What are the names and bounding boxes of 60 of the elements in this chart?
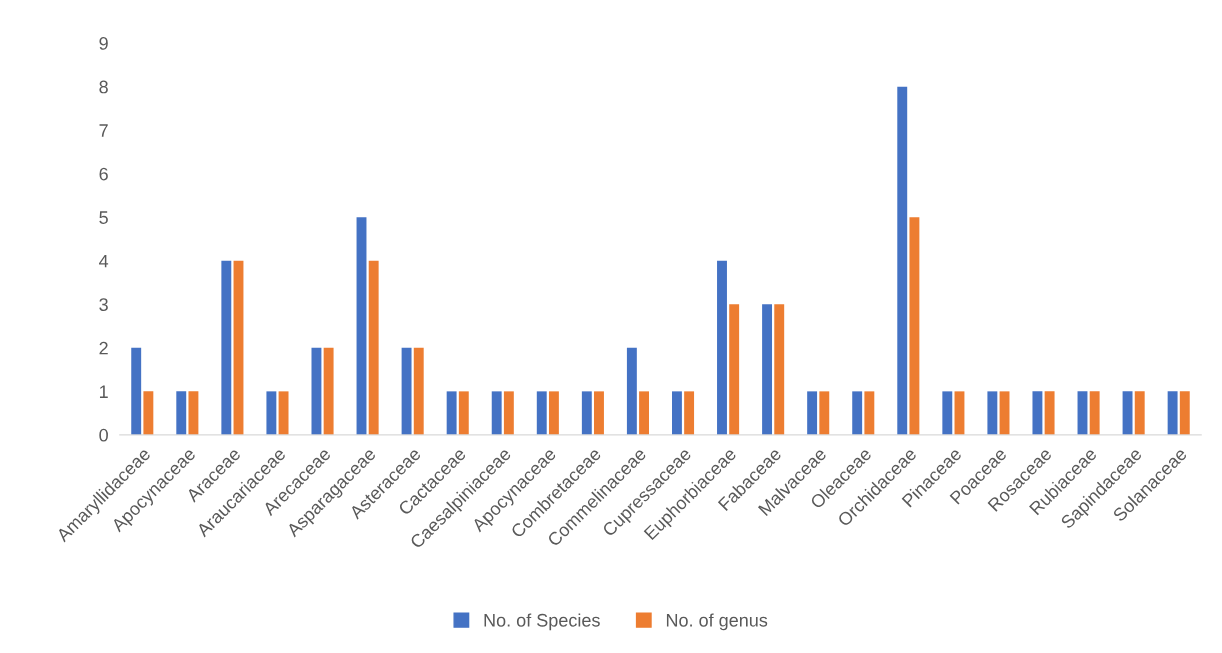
bar	[323, 347, 334, 435]
bar	[278, 391, 289, 435]
bar	[536, 391, 547, 435]
legend-label: No. of Species	[484, 613, 600, 631]
bar	[626, 347, 637, 435]
bar	[909, 217, 920, 435]
bar	[401, 347, 412, 435]
bar	[954, 391, 965, 435]
bar	[999, 391, 1010, 435]
bar	[311, 347, 322, 435]
y-tick-label: 7	[99, 124, 108, 137]
bar	[581, 391, 592, 435]
bar	[188, 391, 199, 435]
y-tick-label: 6	[99, 167, 108, 181]
bar	[356, 217, 367, 435]
bar	[1179, 391, 1190, 435]
bar	[717, 260, 727, 435]
y-tick-label: 0	[99, 428, 108, 442]
bar	[503, 391, 514, 435]
bar	[774, 304, 785, 435]
y-tick-label: 9	[99, 37, 108, 50]
bar	[548, 391, 559, 435]
bar	[1122, 391, 1133, 435]
y-tick-label: 3	[99, 298, 108, 312]
bar	[143, 391, 154, 435]
bar	[266, 391, 277, 435]
bar	[491, 391, 502, 435]
bar	[131, 347, 142, 435]
bar	[368, 260, 379, 435]
bar	[942, 391, 953, 435]
bar	[864, 391, 875, 435]
bar	[1032, 391, 1043, 435]
bar	[1167, 391, 1178, 435]
y-tick-label: 1	[99, 385, 108, 398]
bar	[897, 86, 908, 435]
y-tick-label: 8	[99, 80, 108, 94]
bar	[987, 391, 998, 435]
bar	[1044, 391, 1055, 435]
bar	[221, 260, 232, 435]
bar	[762, 304, 773, 435]
bar	[807, 391, 818, 435]
bar	[639, 391, 649, 435]
y-tick-label: 2	[99, 341, 108, 355]
bar	[413, 347, 424, 435]
bar	[1089, 391, 1100, 435]
y-tick-label: 5	[99, 211, 108, 224]
legend-label: No. of genus	[666, 613, 768, 631]
y-tick-label: 4	[99, 254, 109, 268]
bar	[819, 391, 830, 435]
bar	[458, 391, 469, 435]
bar	[594, 391, 604, 435]
bar	[852, 391, 863, 435]
bar	[684, 391, 695, 435]
bar	[446, 391, 457, 435]
bar	[233, 260, 244, 435]
bar	[671, 391, 682, 435]
bar	[729, 304, 740, 435]
bar	[176, 391, 187, 435]
bar	[1077, 391, 1088, 435]
bar	[1134, 391, 1145, 435]
